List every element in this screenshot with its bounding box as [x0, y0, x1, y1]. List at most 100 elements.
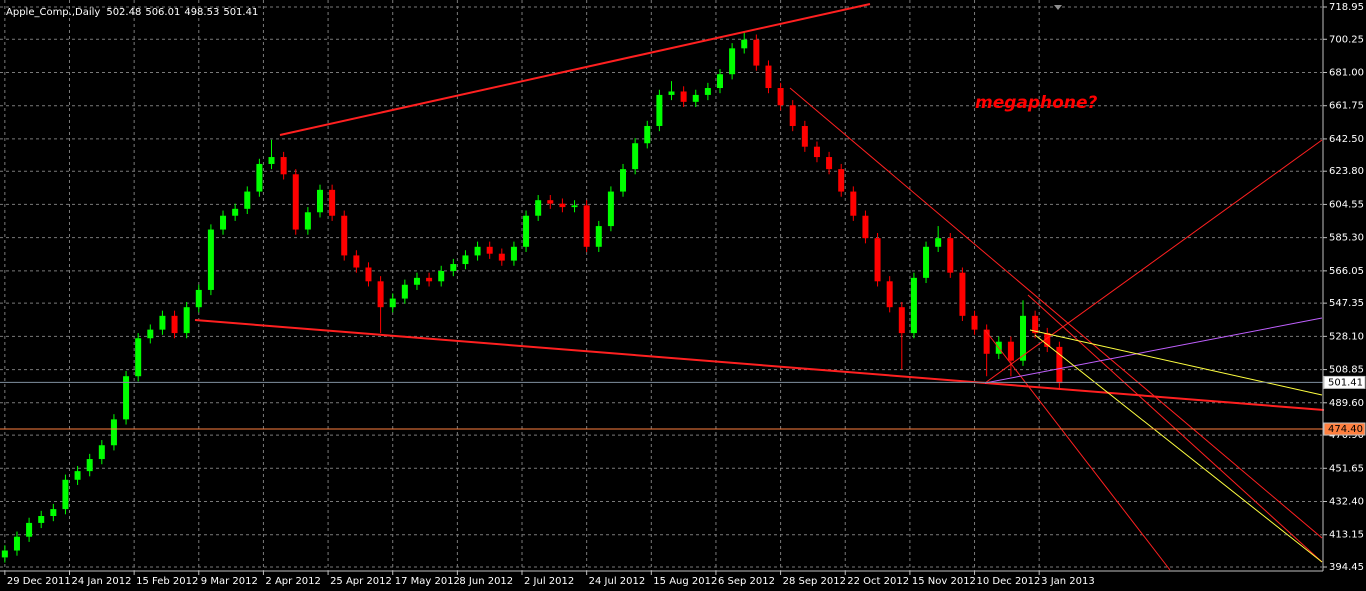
- high-value: 506.01: [145, 7, 180, 18]
- y-tick-label: 604.55: [1329, 199, 1364, 210]
- x-tick-label: 24 Jan 2012: [71, 576, 131, 587]
- candle-body: [595, 226, 602, 247]
- x-tick-label: 2 Apr 2012: [265, 576, 320, 587]
- candle-body: [668, 91, 675, 95]
- trendline: [984, 329, 1171, 571]
- candle-body: [292, 174, 299, 230]
- candle-body: [923, 246, 930, 278]
- candle-body: [874, 238, 881, 282]
- candle-body: [450, 264, 457, 271]
- candle-body: [753, 39, 760, 66]
- candle-body: [1044, 333, 1051, 347]
- candle-body: [571, 205, 578, 208]
- candle-body: [147, 329, 154, 339]
- x-tick-label: 28 Sep 2012: [783, 576, 846, 587]
- candle-body: [474, 246, 481, 256]
- candle-body: [280, 157, 287, 175]
- y-tick-label: 623.80: [1329, 166, 1364, 177]
- y-tick-label: 394.45: [1329, 562, 1364, 573]
- trendline: [279, 3, 871, 136]
- candle-body: [632, 143, 639, 170]
- x-tick-label: 22 Oct 2012: [847, 576, 909, 587]
- price-label: 474.40: [1328, 424, 1363, 435]
- candle-body: [304, 212, 311, 230]
- candle-body: [38, 516, 45, 523]
- fan-line: [984, 139, 1323, 384]
- x-tick-label: 3 Jan 2013: [1041, 576, 1095, 587]
- candle-body: [1020, 315, 1027, 361]
- candle-body: [862, 215, 869, 239]
- y-tick-label: 585.30: [1329, 233, 1364, 244]
- candle-body: [547, 200, 554, 204]
- y-tick-label: 528.10: [1329, 331, 1364, 342]
- price-label: 501.41: [1328, 377, 1363, 388]
- candle-body: [704, 88, 711, 95]
- candle-body: [523, 215, 530, 247]
- candle-body: [692, 94, 699, 102]
- candle-body: [935, 238, 942, 247]
- candle-body: [850, 191, 857, 216]
- y-tick-label: 661.75: [1329, 101, 1364, 112]
- candle-body: [620, 169, 627, 192]
- candle-body: [135, 338, 142, 377]
- candle-body: [959, 272, 966, 316]
- candle-body: [498, 253, 505, 261]
- candle-body: [486, 246, 493, 254]
- y-tick-label: 451.65: [1329, 463, 1364, 474]
- candle-body: [426, 277, 433, 282]
- candle-body: [777, 88, 784, 106]
- candle-body: [377, 281, 384, 308]
- candle-body: [232, 208, 239, 216]
- candle-body: [886, 281, 893, 308]
- candle-body: [171, 315, 178, 334]
- x-tick-label: 9 Mar 2012: [201, 576, 258, 587]
- candle-body: [729, 48, 736, 75]
- candle-body: [220, 215, 227, 230]
- candle-body: [983, 329, 990, 354]
- trendline: [1027, 294, 1323, 563]
- candle-body: [607, 191, 614, 227]
- candle-body: [86, 459, 93, 472]
- open-value: 502.48: [106, 7, 141, 18]
- candle-body: [765, 65, 772, 89]
- candle-body: [123, 376, 130, 420]
- candle-body: [74, 471, 81, 480]
- candle-body: [62, 479, 69, 510]
- trendline: [194, 319, 1325, 411]
- candle-body: [741, 39, 748, 49]
- candle-body: [438, 270, 445, 282]
- shift-marker: [1054, 5, 1062, 10]
- candle-body: [801, 125, 808, 147]
- candle-body: [341, 215, 348, 256]
- candle-body: [401, 284, 408, 299]
- candle-body: [838, 169, 845, 192]
- candle-body: [195, 289, 202, 308]
- trendline: [789, 87, 1323, 539]
- candle-body: [644, 125, 651, 144]
- candle-body: [510, 246, 517, 261]
- candle-body: [656, 94, 663, 126]
- candle-body: [268, 157, 275, 164]
- candle-body: [680, 91, 687, 102]
- symbol: Apple_Comp.,Daily: [6, 7, 100, 18]
- candle-body: [716, 74, 723, 89]
- x-tick-label: 6 Sep 2012: [718, 576, 775, 587]
- close-value: 501.41: [223, 7, 258, 18]
- candle-body: [413, 277, 420, 285]
- candle-body: [50, 509, 57, 517]
- candle-body: [910, 277, 917, 334]
- x-tick-label: 15 Nov 2012: [912, 576, 976, 587]
- y-tick-label: 489.60: [1329, 398, 1364, 409]
- candle-body: [559, 203, 566, 208]
- candle-body: [826, 157, 833, 170]
- annotation: megaphone?: [975, 93, 1097, 113]
- candle-body: [789, 105, 796, 126]
- y-tick-label: 642.50: [1329, 134, 1364, 145]
- candle-body: [244, 191, 251, 209]
- candle-body: [389, 298, 396, 308]
- candle-body: [583, 205, 590, 247]
- candle-body: [971, 315, 978, 330]
- candle-body: [26, 522, 33, 537]
- y-tick-label: 547.35: [1329, 298, 1364, 309]
